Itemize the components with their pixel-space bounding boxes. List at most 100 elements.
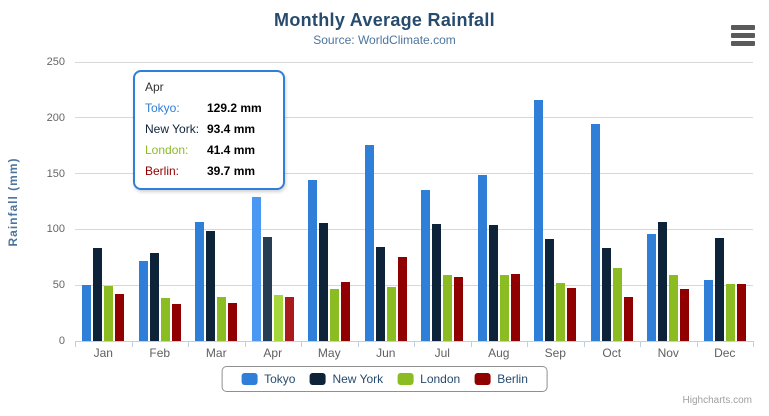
column-bar-tokyo-Mar[interactable]	[195, 222, 205, 341]
column-bar-new-york-Jun[interactable]	[375, 246, 385, 341]
gridline-250	[75, 61, 753, 63]
column-bar-london-Jun[interactable]	[386, 287, 396, 341]
legend-item-tokyo[interactable]: Tokyo	[241, 372, 295, 386]
column-bar-new-york-Dec[interactable]	[714, 238, 724, 341]
x-axis-tick	[244, 341, 246, 347]
column-bar-new-york-Aug[interactable]	[488, 224, 498, 341]
y-axis-label: 250	[46, 56, 65, 68]
x-axis-label-Sep: Sep	[544, 346, 566, 360]
column-bar-berlin-May[interactable]	[341, 282, 351, 341]
column-bar-berlin-Nov[interactable]	[680, 288, 690, 341]
column-bar-berlin-Mar[interactable]	[228, 302, 238, 341]
column-bar-new-york-Apr[interactable]	[262, 236, 272, 341]
legend-swatch-icon	[397, 373, 414, 385]
column-bar-tokyo-May[interactable]	[308, 180, 318, 341]
column-bar-new-york-Feb[interactable]	[149, 253, 159, 341]
column-bar-london-Dec[interactable]	[725, 283, 735, 341]
column-bar-london-Mar[interactable]	[217, 297, 227, 341]
column-bar-berlin-Jan[interactable]	[115, 293, 125, 341]
tooltip-series-value: 39.7 mm	[207, 164, 256, 178]
column-bar-london-Nov[interactable]	[669, 274, 679, 341]
y-axis-label: 200	[46, 111, 65, 124]
tooltip-series-label: New York:	[145, 122, 200, 136]
column-bar-tokyo-Jun[interactable]	[364, 144, 374, 341]
tooltip-series-label: Tokyo:	[145, 101, 180, 115]
column-bar-berlin-Oct[interactable]	[623, 297, 633, 341]
column-bar-berlin-Dec[interactable]	[736, 283, 746, 341]
category-Dec	[697, 62, 754, 341]
column-bar-berlin-Sep[interactable]	[567, 287, 577, 341]
column-bar-london-Oct[interactable]	[612, 268, 622, 341]
category-Jan	[75, 62, 132, 341]
tooltip-row: Berlin: 39.7 mm	[145, 163, 273, 179]
column-bar-berlin-Jun[interactable]	[397, 256, 407, 341]
column-bar-tokyo-Sep[interactable]	[534, 99, 544, 341]
column-bar-tokyo-Apr[interactable]	[251, 196, 261, 341]
category-Apr	[245, 62, 302, 341]
tooltip-series-value: 129.2 mm	[207, 101, 262, 115]
chart-title: Monthly Average Rainfall	[274, 10, 495, 30]
column-bar-london-Jul[interactable]	[443, 275, 453, 341]
x-axis-tick	[131, 341, 133, 347]
column-bar-london-Aug[interactable]	[499, 274, 509, 341]
tooltip-category: Apr	[145, 80, 164, 94]
category-Jul	[414, 62, 471, 341]
column-bar-london-Apr[interactable]	[273, 294, 283, 341]
legend: Tokyo New York London Berlin	[221, 366, 548, 392]
y-axis-title: Rainfall (mm)	[6, 157, 20, 247]
x-axis-tick	[583, 341, 585, 347]
legend-item-london[interactable]: London	[397, 372, 460, 386]
hamburger-menu-icon[interactable]	[731, 25, 755, 46]
column-bar-berlin-Apr[interactable]	[284, 296, 294, 341]
column-bar-new-york-Jul[interactable]	[432, 223, 442, 341]
category-Sep	[527, 62, 584, 341]
x-axis-tick	[640, 341, 641, 347]
column-bar-berlin-Aug[interactable]	[510, 273, 520, 341]
column-bar-berlin-Feb[interactable]	[171, 303, 181, 341]
credits-link[interactable]: Highcharts.com	[682, 395, 752, 406]
x-axis-tick	[527, 341, 528, 347]
tooltip-rows: Tokyo: 129.2 mm New York: 93.4 mm London: 41.…	[145, 100, 273, 179]
tooltip: Apr Tokyo: 129.2 mm New York: 93.4 mm London…	[133, 70, 285, 190]
x-axis-tick	[470, 341, 472, 347]
column-bar-london-Jan[interactable]	[104, 286, 114, 341]
column-bar-berlin-Jul[interactable]	[454, 276, 464, 341]
plot-area	[75, 61, 754, 341]
column-bar-tokyo-Dec[interactable]	[703, 280, 713, 341]
legend-label: London	[420, 372, 461, 386]
gridline-100	[75, 228, 753, 230]
legend-label: Tokyo	[264, 372, 296, 386]
column-bar-tokyo-Feb[interactable]	[138, 261, 148, 341]
column-bar-new-york-Nov[interactable]	[658, 222, 668, 341]
legend-item-new-york[interactable]: New York	[309, 372, 383, 386]
column-bar-new-york-Sep[interactable]	[545, 239, 555, 341]
column-bar-new-york-Jan[interactable]	[93, 247, 103, 341]
x-axis-label-Oct: Oct	[602, 346, 622, 360]
column-bar-tokyo-Oct[interactable]	[590, 124, 600, 341]
column-bar-new-york-May[interactable]	[319, 222, 329, 341]
x-axis-label-Jan: Jan	[93, 346, 113, 360]
tooltip-row: Tokyo: 129.2 mm	[145, 100, 273, 116]
category-May	[301, 62, 358, 341]
x-axis-tick	[301, 341, 302, 347]
x-axis-label-Jul: Jul	[434, 346, 450, 360]
column-bar-tokyo-Nov[interactable]	[647, 234, 657, 341]
x-axis-tick	[414, 341, 415, 347]
column-bar-tokyo-Aug[interactable]	[477, 175, 487, 341]
column-bar-tokyo-Jul[interactable]	[421, 189, 431, 341]
column-bar-london-May[interactable]	[330, 288, 340, 341]
column-bar-tokyo-Jan[interactable]	[82, 285, 92, 341]
column-bar-london-Sep[interactable]	[556, 282, 566, 341]
x-axis-label-Nov: Nov	[657, 346, 679, 360]
y-axis-label: 100	[46, 223, 65, 236]
tooltip-series-label: Berlin:	[145, 164, 180, 178]
column-bar-new-york-Oct[interactable]	[601, 247, 611, 341]
x-axis-tick	[696, 341, 698, 347]
category-Aug	[471, 62, 528, 341]
legend-item-berlin[interactable]: Berlin	[474, 372, 528, 386]
column-bar-london-Feb[interactable]	[160, 297, 170, 341]
y-axis-label: 50	[52, 279, 65, 292]
tooltip-row: London: 41.4 mm	[145, 142, 273, 158]
column-bar-new-york-Mar[interactable]	[206, 231, 216, 341]
x-axis-tick	[75, 341, 76, 347]
